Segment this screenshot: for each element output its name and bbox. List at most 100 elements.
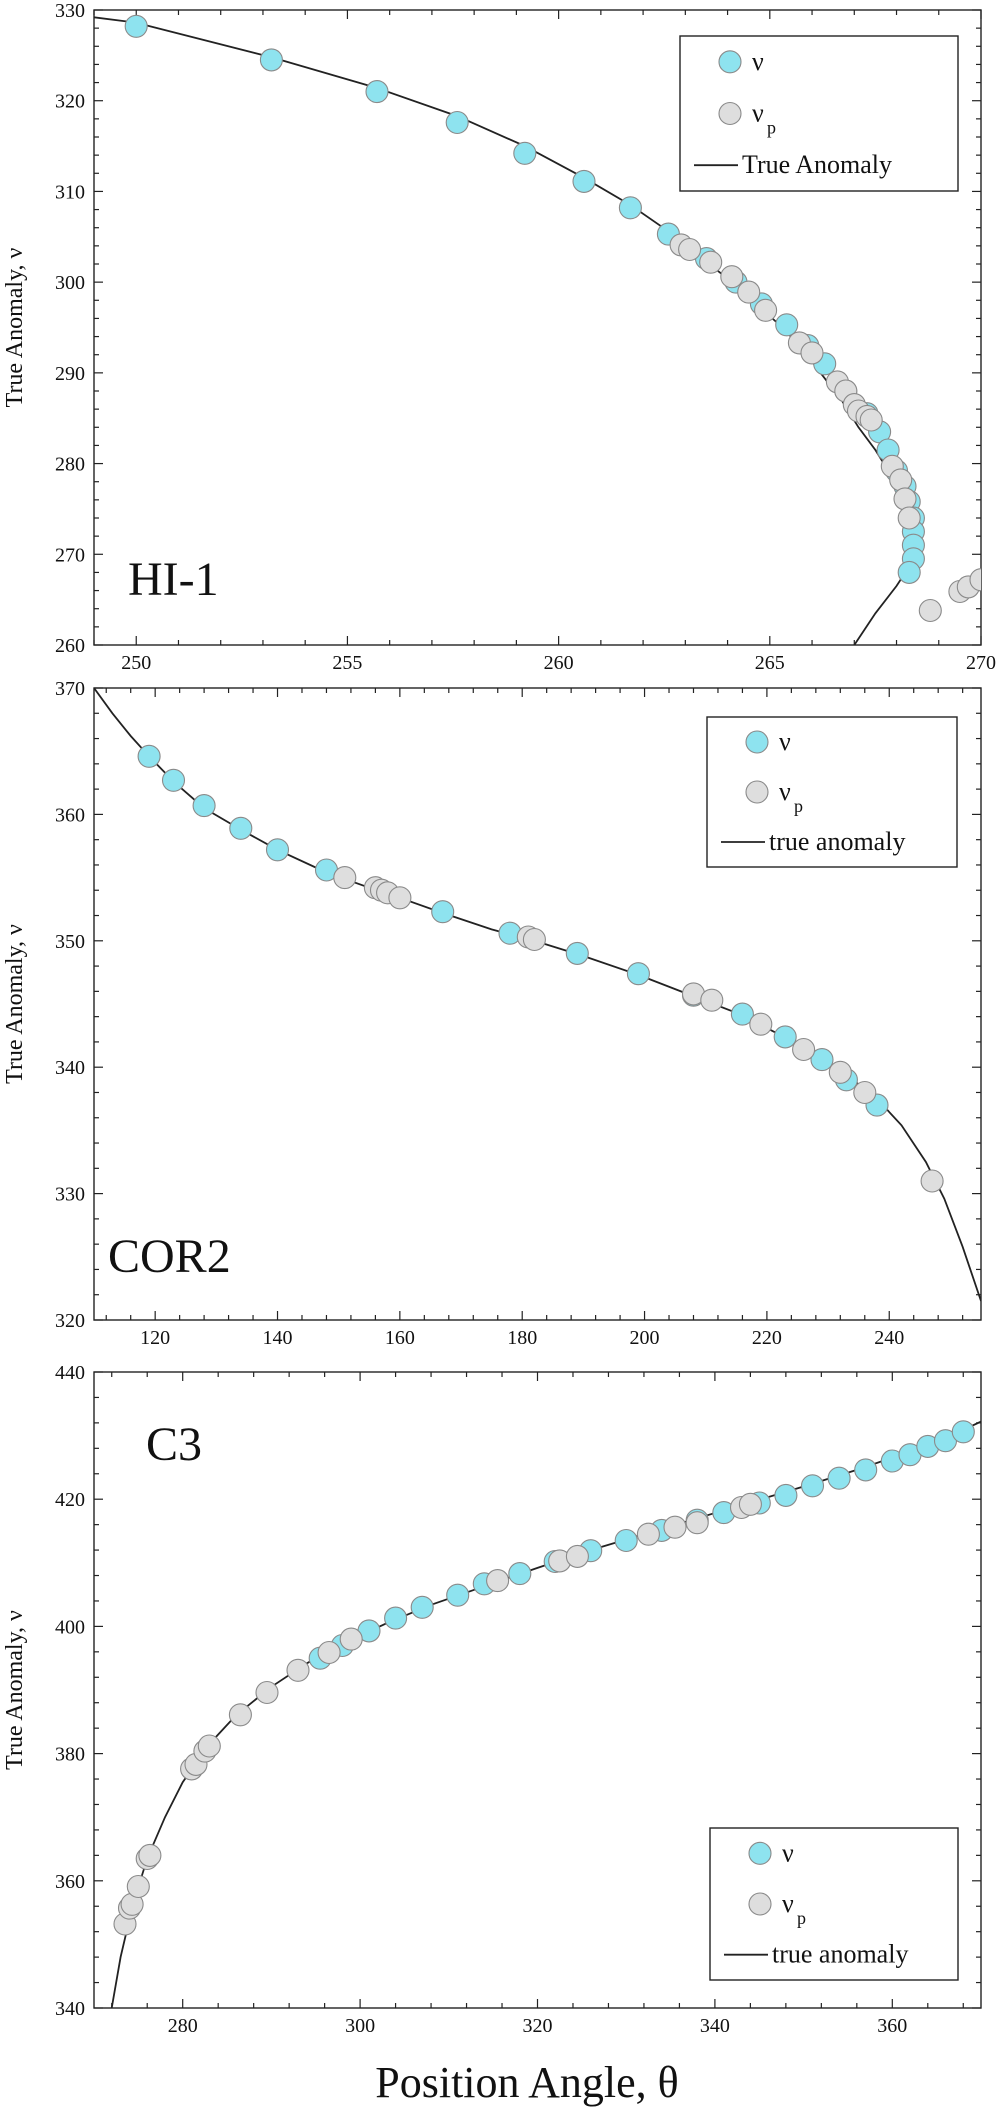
cor2-series-nu-p (333, 866, 944, 1193)
c3-nu-p-point (565, 1544, 589, 1568)
cor2-nu-point (265, 838, 290, 862)
c3-legend-label: true anomaly (772, 1940, 908, 1969)
c3-nu-p-point (486, 1569, 510, 1593)
cor2-panel-label: COR2 (108, 1230, 231, 1283)
c3-y-tick-label: 360 (55, 1871, 85, 1893)
hi1-nu-point (572, 169, 596, 193)
hi1-nu-p-point (859, 408, 883, 432)
hi1-nu-point (124, 14, 148, 38)
hi1-legend-marker-nu-p (718, 101, 742, 126)
c3-nu-point (410, 1595, 434, 1619)
cor2-series-nu (137, 744, 889, 1117)
cor2-nu-point (431, 900, 455, 924)
hi1-nu-p-point (699, 250, 723, 274)
c3-legend-marker-nu (748, 1841, 772, 1865)
hi1-nu-point (618, 196, 642, 220)
c3-nu-point (951, 1420, 975, 1444)
cor2-y-tick-label: 330 (55, 1184, 85, 1206)
c3-nu-point (508, 1562, 532, 1586)
hi1-y-tick-label: 310 (55, 181, 85, 203)
cor2-nu-point (626, 962, 650, 986)
hi1-nu-p-point (754, 298, 778, 322)
cor2-plot-frame (93, 687, 982, 1321)
cor2-y-tick-label: 340 (55, 1057, 85, 1079)
cor2-x-tick-label: 160 (385, 1327, 415, 1349)
c3-nu-point (827, 1466, 851, 1490)
c3-nu-p-point (138, 1843, 162, 1867)
cor2-nu-p-point (522, 927, 546, 952)
hi1-y-tick-label: 320 (55, 91, 85, 113)
c3-x-tick-label: 360 (877, 2015, 907, 2037)
c3-legend-subscript: p (797, 1908, 806, 1928)
hi1-y-tick-label: 290 (55, 363, 85, 385)
hi1-nu-p-point (918, 598, 942, 623)
cor2-legend-marker-nu-p (745, 780, 769, 804)
c3-nu-point (800, 1474, 825, 1498)
cor2-nu-point (229, 816, 253, 840)
hi1-nu-point (445, 110, 469, 135)
cor2-nu-point (137, 744, 161, 768)
cor2-legend-marker-nu (745, 730, 769, 754)
cor2-x-tick-label: 180 (507, 1327, 537, 1349)
c3-legend-label: ν (782, 1889, 794, 1918)
cor2-x-tick-label: 120 (140, 1327, 170, 1349)
cor2-x-tick-label: 240 (874, 1327, 904, 1349)
cor2-y-tick-label: 370 (55, 678, 85, 700)
cor2-nu-p-point (920, 1169, 944, 1193)
hi1-legend-subscript: p (767, 118, 776, 138)
cor2-y-tick-label: 360 (55, 804, 85, 826)
cor2-nu-p-point (333, 866, 357, 890)
hi1-nu-p-point (720, 265, 744, 289)
cor2-nu-point (730, 1002, 754, 1026)
hi1-x-tick-label: 270 (966, 652, 996, 674)
cor2-nu-point (773, 1025, 797, 1049)
hi1-nu-p-point (678, 237, 702, 262)
hi1-nu-point (513, 141, 537, 165)
c3-nu-p-point (738, 1492, 762, 1516)
cor2-nu-p-point (388, 886, 412, 910)
hi1-plot-frame (93, 9, 982, 646)
c3-nu-point (446, 1583, 470, 1607)
c3-nu-p-point (286, 1658, 310, 1682)
hi1-x-tick-label: 265 (755, 652, 785, 674)
c3-nu-p-point (255, 1680, 279, 1705)
hi1-nu-p-point (897, 506, 921, 530)
x-axis-title: Position Angle, θ (375, 2058, 678, 2107)
c3-y-tick-label: 400 (55, 1616, 85, 1638)
c3-x-tick-label: 280 (168, 2015, 198, 2037)
cor2-nu-p-point (828, 1060, 852, 1084)
hi1-x-tick-label: 260 (544, 652, 574, 674)
c3-nu-p-point (228, 1703, 252, 1727)
hi1-nu-p-point (893, 487, 917, 511)
c3-panel-label: C3 (146, 1418, 202, 1471)
cor2-x-tick-label: 140 (263, 1327, 293, 1349)
cor2-legend-subscript: p (794, 796, 803, 816)
c3-nu-p-point (339, 1627, 363, 1651)
hi1-y-axis-title: True Anomaly, ν (2, 247, 28, 407)
c3-x-tick-label: 320 (523, 2015, 553, 2037)
c3-nu-p-point (685, 1511, 709, 1535)
c3-nu-point (384, 1606, 408, 1630)
c3-series-nu (308, 1420, 975, 1670)
hi1-nu-p-point (800, 341, 824, 365)
cor2-nu-p-point (853, 1080, 877, 1105)
hi1-nu-p-point (737, 280, 761, 304)
hi1-x-tick-label: 250 (121, 652, 151, 674)
c3-y-tick-label: 440 (55, 1362, 85, 1384)
hi1-legend-label: ν (752, 47, 764, 76)
panel-cor2: 120 140 160 180 200 220 240 320 330 340 350 360 370 T… (2, 678, 982, 1349)
hi1-y-tick-label: 260 (55, 635, 85, 657)
panel-c3: 280 300 320 340 360 340 360 380 400 420 440 True An… (2, 1362, 982, 2037)
c3-legend-label: ν (782, 1838, 794, 1867)
c3-x-tick-label: 340 (700, 2015, 730, 2037)
cor2-x-tick-label: 200 (630, 1327, 660, 1349)
c3-x-tick-label: 300 (345, 2015, 375, 2037)
c3-nu-point (614, 1528, 638, 1553)
hi1-nu-point (775, 313, 799, 337)
cor2-y-axis-title: True Anomaly, ν (2, 924, 28, 1084)
c3-nu-p-point (126, 1874, 150, 1899)
c3-y-tick-label: 340 (55, 1998, 85, 2020)
